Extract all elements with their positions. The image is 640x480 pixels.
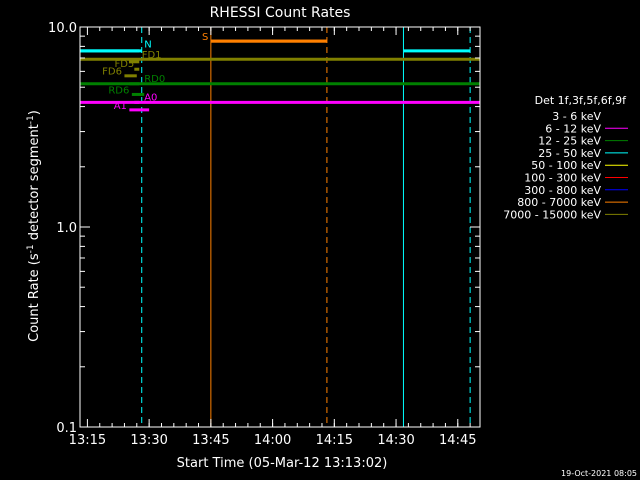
annotation-label-a1: A1 [114, 101, 127, 112]
x-tick-label-6: 14:30 [377, 433, 414, 448]
legend-label-4: 25 - 50 keV [538, 147, 601, 160]
y-axis-label-sup2: -1 [26, 115, 36, 124]
annotation-label-s: S [202, 32, 208, 43]
annotation-label-rd0: RD0 [144, 74, 165, 85]
y-axis-label-end: ) [27, 110, 42, 115]
x-tick-label-5: 14:15 [316, 433, 353, 448]
annotation-label-fd6: FD6 [102, 66, 122, 77]
annotation-label-rd6: RD6 [108, 86, 129, 97]
legend-label-2: 6 - 12 keV [545, 122, 601, 135]
x-tick-label-2: 13:30 [130, 433, 167, 448]
y-axis-label-main: Count Rate (s [27, 253, 42, 342]
x-axis-label: Start Time (05-Mar-12 13:13:02) [177, 456, 388, 471]
legend-label-6: 100 - 300 keV [524, 172, 601, 185]
annotation-label-fd1: FD1 [142, 50, 162, 61]
chart-title: RHESSI Count Rates [210, 5, 351, 21]
x-tick-label-3: 13:45 [192, 433, 229, 448]
legend-title: Det 1f,3f,5f,6f,9f [535, 94, 628, 107]
y-axis-label-mid: detector segment [27, 124, 42, 244]
legend-label-3: 12 - 25 keV [538, 135, 601, 148]
legend-label-1: 3 - 6 keV [552, 110, 601, 123]
y-tick-label-3: 0.1 [56, 421, 77, 436]
annotation-label-n: N [144, 39, 151, 50]
x-tick-label-7: 14:45 [439, 433, 476, 448]
annotation-label-fd5: FD5 [114, 59, 134, 70]
footer-timestamp: 19-Oct-2021 08:05 [561, 469, 637, 478]
y-axis-label-sup1: -1 [26, 244, 36, 253]
x-tick-label-1: 13:15 [69, 433, 106, 448]
legend-label-9: 7000 - 15000 keV [503, 208, 601, 221]
legend-label-8: 800 - 7000 keV [517, 196, 601, 209]
y-axis-label: Count Rate (s-1 detector segment-1) [26, 110, 42, 342]
legend-label-7: 300 - 800 keV [524, 184, 601, 197]
annotation-label-a0: A0 [144, 92, 157, 103]
x-tick-label-4: 14:00 [254, 433, 291, 448]
y-tick-label-1: 10.0 [48, 21, 77, 36]
legend-label-5: 50 - 100 keV [531, 159, 601, 172]
y-tick-label-2: 1.0 [56, 221, 77, 236]
